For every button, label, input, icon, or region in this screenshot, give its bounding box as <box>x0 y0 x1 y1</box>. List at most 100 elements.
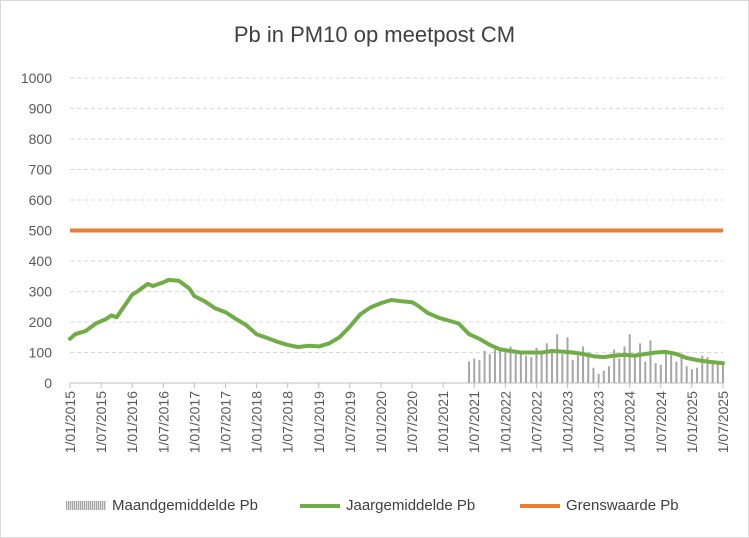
monthly-bar <box>576 355 579 383</box>
legend-label-limit: Grenswaarde Pb <box>566 497 679 514</box>
legend-item-monthly: Maandgemiddelde Pb <box>66 497 258 514</box>
y-tick-label: 100 <box>29 345 53 361</box>
monthly-bar <box>690 369 693 383</box>
x-tick-label: 1/01/2016 <box>124 391 140 453</box>
chart-title: Pb in PM10 op meetpost CM <box>233 22 516 47</box>
monthly-bar <box>509 346 512 383</box>
monthly-bar <box>597 373 600 383</box>
monthly-bar <box>519 350 522 383</box>
monthly-bar <box>540 352 543 383</box>
monthly-bar <box>633 354 636 383</box>
y-tick-label: 700 <box>29 162 53 178</box>
monthly-bar <box>545 343 548 383</box>
monthly-bar <box>706 357 709 383</box>
monthly-bar <box>566 337 569 383</box>
monthly-bar <box>478 360 481 383</box>
monthly-bar <box>618 358 621 383</box>
legend-swatch-yearly <box>300 503 340 508</box>
monthly-bar <box>592 367 595 383</box>
monthly-bar <box>722 363 724 383</box>
x-tick-label: 1/01/2019 <box>311 391 327 453</box>
legend-swatch-limit <box>520 503 560 508</box>
x-tick-label: 1/01/2015 <box>62 391 78 453</box>
x-axis-ticks: 1/01/2015 1/07/2015 1/01/2016 1/07/2016 1/01… <box>62 383 731 453</box>
x-tick-label: 1/07/2019 <box>342 391 358 453</box>
x-tick-label: 1/07/2016 <box>155 391 171 453</box>
monthly-bar <box>530 357 533 383</box>
monthly-bar <box>504 352 507 383</box>
x-tick-label: 1/01/2022 <box>497 391 513 453</box>
x-tick-label: 1/07/2022 <box>528 391 544 453</box>
monthly-bar <box>488 354 491 383</box>
y-tick-label: 400 <box>29 253 53 269</box>
x-tick-label: 1/07/2020 <box>404 391 420 453</box>
monthly-bar <box>675 361 678 383</box>
monthly-bar <box>468 361 471 383</box>
yearly-line-group <box>68 277 725 366</box>
monthly-bar <box>602 370 605 383</box>
monthly-bar <box>670 352 673 383</box>
legend-label-yearly: Jaargemiddelde Pb <box>346 497 476 514</box>
monthly-bar <box>473 358 476 383</box>
monthly-bar <box>582 346 585 383</box>
legend-swatch-monthly <box>66 501 106 510</box>
yearly-line <box>68 277 725 366</box>
x-tick-label: 1/01/2017 <box>186 391 202 453</box>
monthly-bar <box>493 349 496 383</box>
y-tick-label: 800 <box>29 131 53 147</box>
monthly-bar <box>499 350 502 383</box>
y-tick-label: 200 <box>29 314 53 330</box>
y-tick-label: 1000 <box>21 70 52 86</box>
y-axis-ticks: 0 100 200 300 400 500 600 700 800 900 1000 <box>21 70 52 391</box>
legend-item-yearly: Jaargemiddelde Pb <box>300 497 475 514</box>
monthly-bar <box>654 363 657 383</box>
y-tick-label: 900 <box>29 101 53 117</box>
monthly-bar <box>613 349 616 383</box>
x-tick-label: 1/07/2017 <box>217 391 233 453</box>
monthly-bar <box>535 347 538 383</box>
x-tick-label: 1/01/2020 <box>373 391 389 453</box>
x-tick-label: 1/07/2024 <box>653 391 669 453</box>
monthly-bar <box>525 355 528 383</box>
x-tick-label: 1/01/2023 <box>560 391 576 453</box>
monthly-bar <box>639 343 642 383</box>
x-tick-label: 1/07/2018 <box>280 391 296 453</box>
monthly-bar <box>716 364 719 383</box>
x-tick-label: 1/01/2024 <box>622 391 638 453</box>
x-tick-label: 1/07/2015 <box>93 391 109 453</box>
monthly-bar <box>659 364 662 383</box>
monthly-bar <box>556 334 559 383</box>
monthly-bars <box>468 334 724 383</box>
monthly-bar <box>696 367 699 383</box>
monthly-bar <box>607 366 610 383</box>
x-tick-label: 1/07/2023 <box>591 391 607 453</box>
monthly-bar <box>664 354 667 383</box>
x-tick-label: 1/07/2021 <box>466 391 482 453</box>
legend-item-limit: Grenswaarde Pb <box>520 497 679 514</box>
y-tick-label: 300 <box>29 284 53 300</box>
x-tick-label: 1/01/2021 <box>435 391 451 453</box>
monthly-bar <box>644 361 647 383</box>
y-tick-label: 500 <box>29 223 53 239</box>
monthly-bar <box>483 350 486 383</box>
y-tick-label: 0 <box>44 375 52 391</box>
monthly-bar <box>701 355 704 383</box>
x-tick-label: 1/07/2025 <box>715 391 731 453</box>
monthly-bar <box>680 357 683 383</box>
monthly-bar <box>550 349 553 383</box>
monthly-bar <box>514 354 517 383</box>
monthly-bar <box>561 354 564 383</box>
x-tick-label: 1/01/2018 <box>249 391 265 453</box>
monthly-bar <box>628 334 631 383</box>
legend-label-monthly: Maandgemiddelde Pb <box>112 497 258 514</box>
monthly-bar <box>711 361 714 383</box>
monthly-bar <box>571 360 574 383</box>
y-tick-label: 600 <box>29 192 53 208</box>
x-tick-label: 1/01/2025 <box>684 391 700 453</box>
monthly-bar <box>685 366 688 383</box>
monthly-bar <box>649 340 652 383</box>
monthly-bar <box>623 346 626 383</box>
monthly-bar <box>587 352 590 383</box>
